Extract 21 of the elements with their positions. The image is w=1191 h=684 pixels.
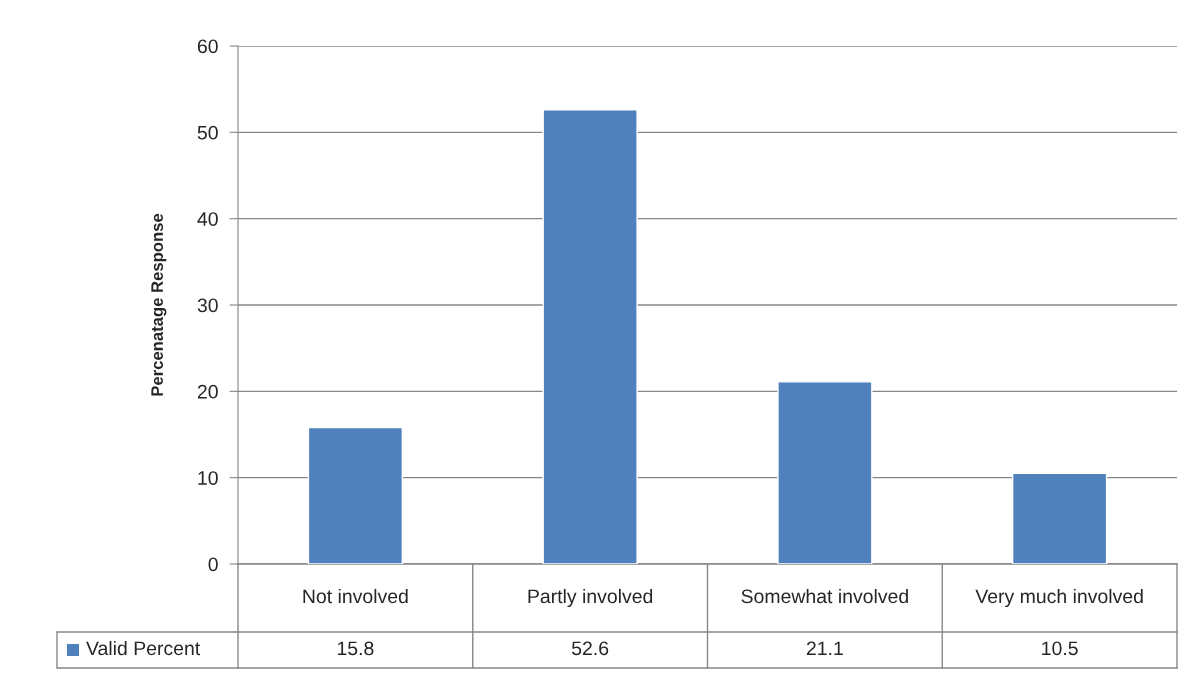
y-tick-label: 30	[197, 298, 218, 313]
y-tick-label: 50	[197, 125, 218, 140]
y-axis-title: Percenatage Response	[151, 213, 167, 396]
data-label: 10.5	[1042, 641, 1078, 656]
bar	[542, 109, 638, 564]
y-tick-label: 10	[198, 471, 218, 485]
legend-label: Valid Percent	[86, 640, 201, 656]
x-tick-label: Partly involved	[528, 588, 653, 608]
bar	[1011, 472, 1108, 564]
bar	[777, 381, 873, 564]
x-tick-label: Somewhat involved	[741, 588, 908, 604]
x-tick-label: Not involved	[303, 588, 408, 604]
data-label: 52.6	[571, 641, 609, 656]
y-tick-label: 60	[197, 39, 218, 54]
y-tick-label: 40	[197, 212, 218, 226]
data-label: 21.1	[806, 641, 843, 656]
bar	[307, 426, 404, 564]
y-tick-label: 20	[197, 384, 218, 399]
y-tick-label: 0	[208, 557, 218, 572]
x-tick-label: Very much involved	[975, 588, 1143, 608]
data-label: 15.8	[337, 641, 374, 656]
